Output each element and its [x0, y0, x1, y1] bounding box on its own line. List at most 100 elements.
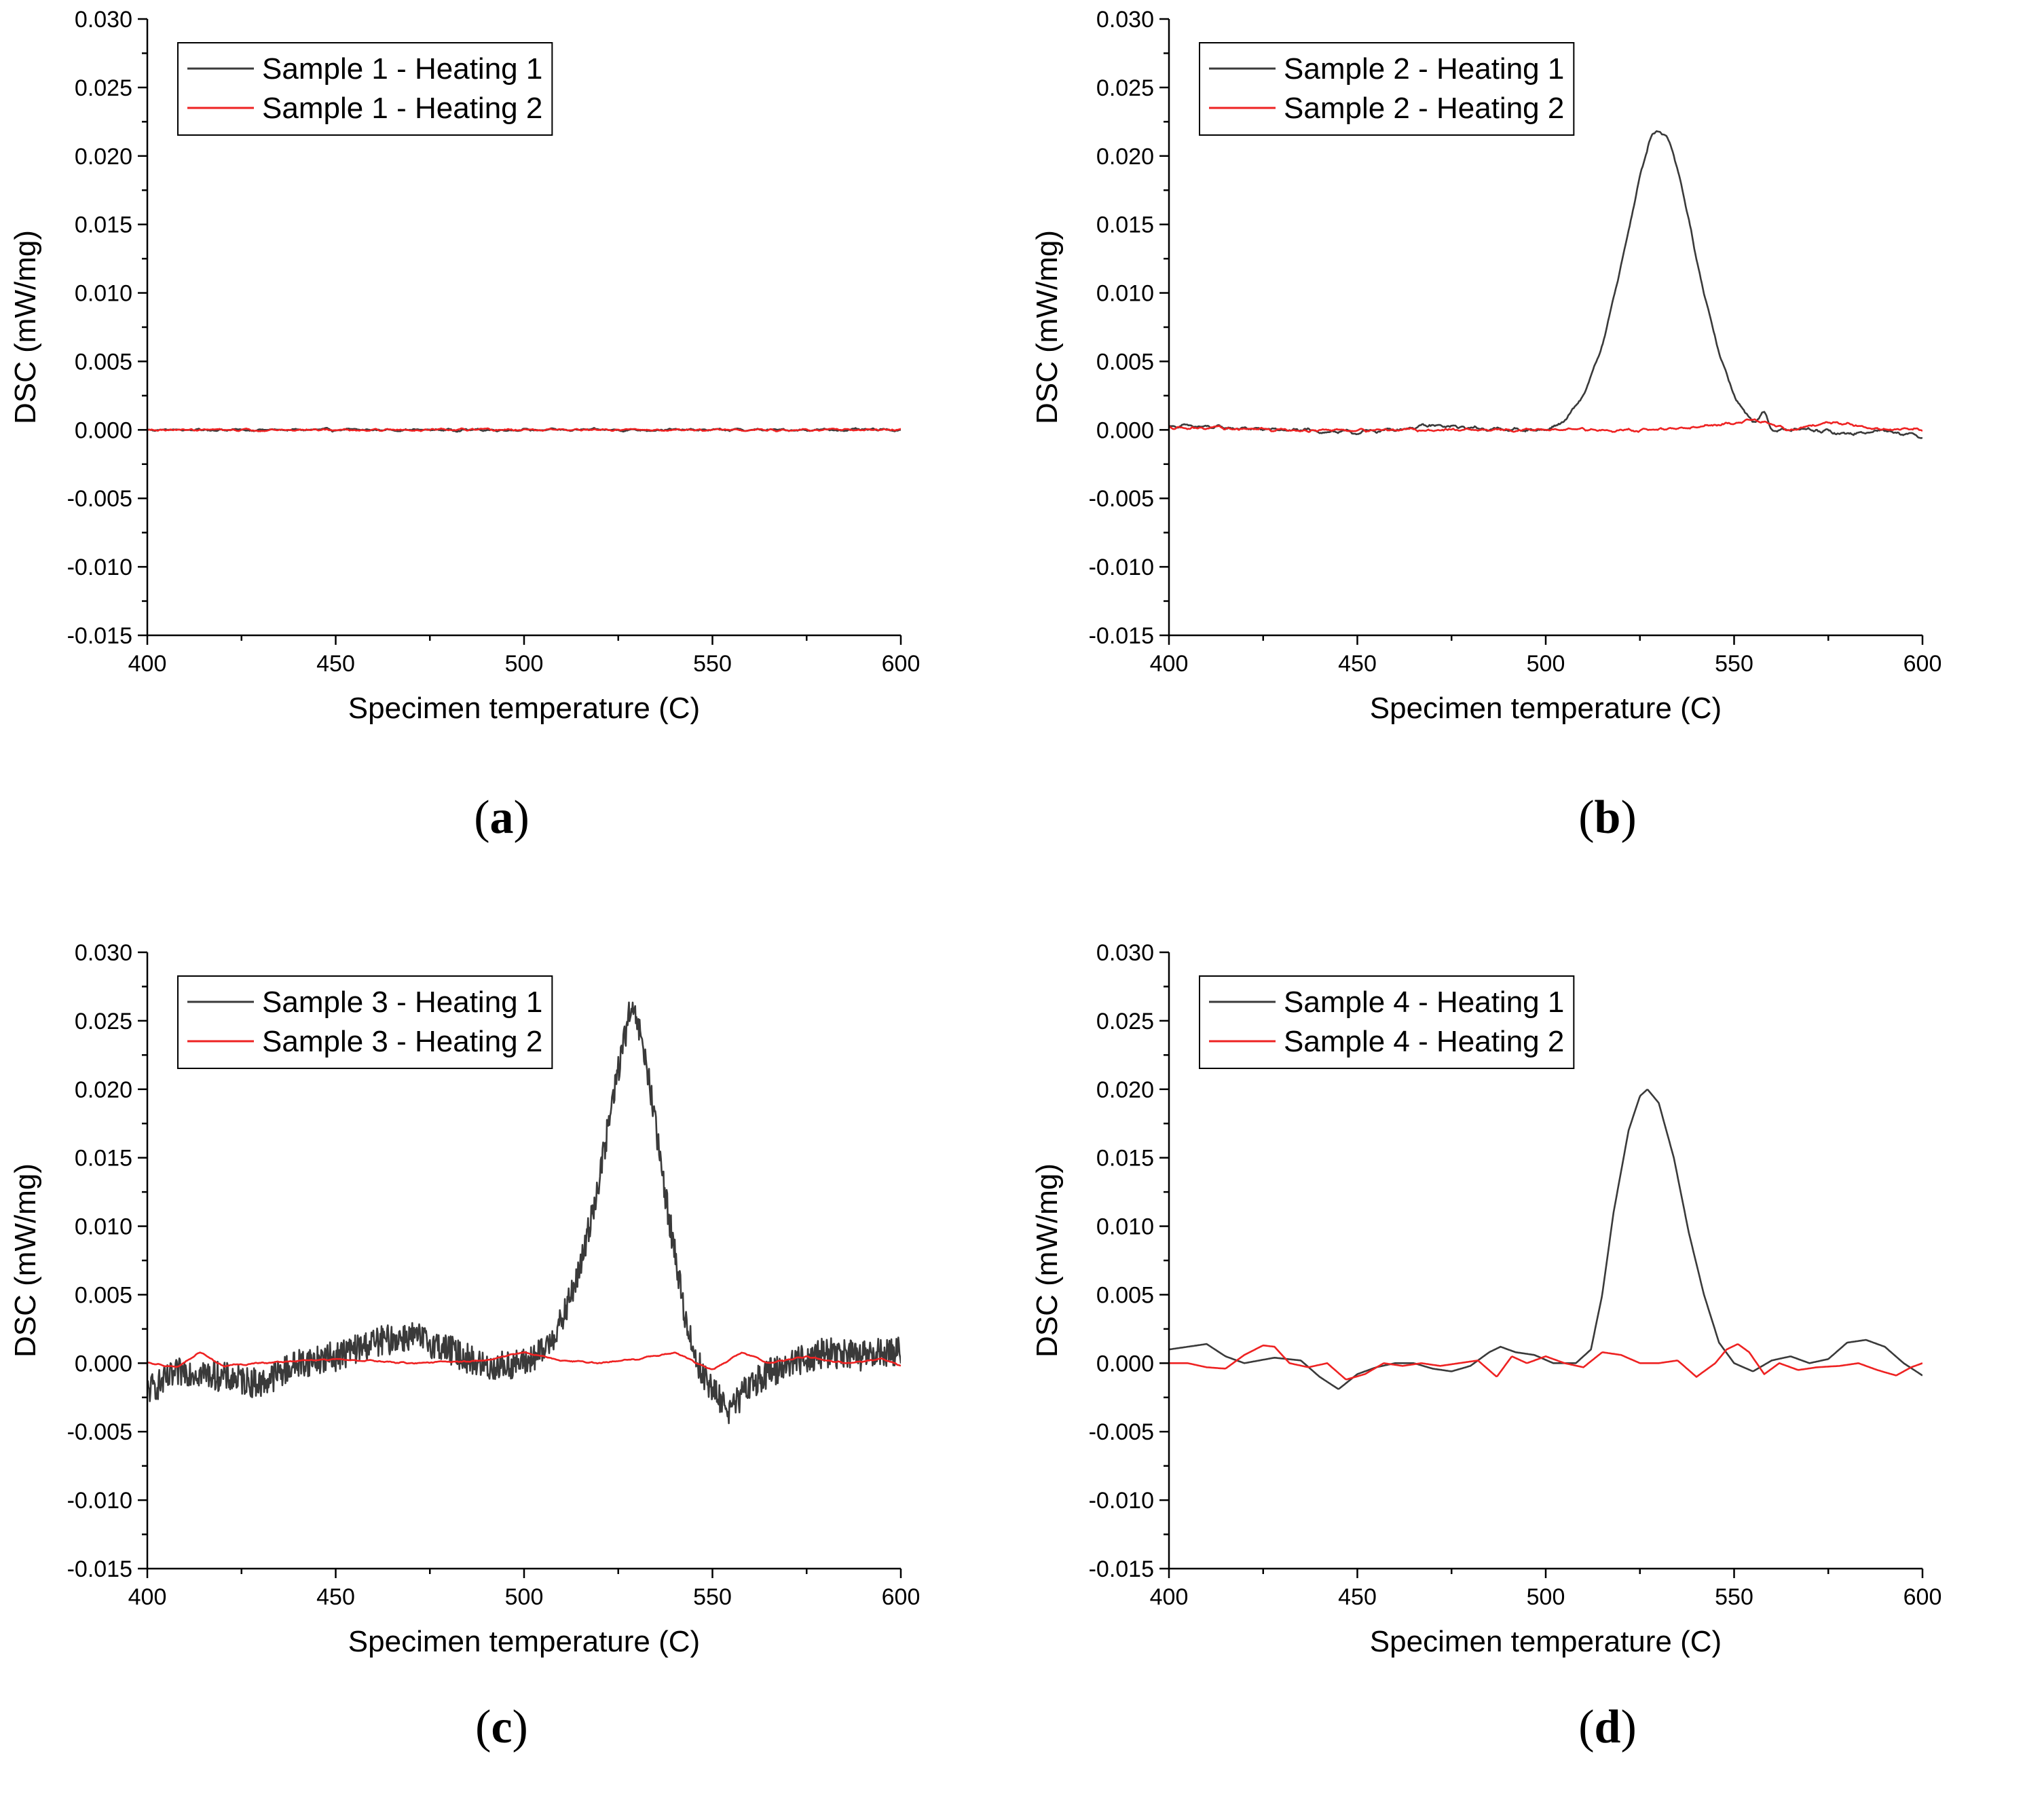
- y-tick-label: 0.025: [75, 1009, 132, 1034]
- legend-label: Sample 3 - Heating 2: [262, 1025, 542, 1058]
- y-tick-label: 0.000: [1096, 1351, 1154, 1377]
- legend-box: [1199, 975, 1575, 1069]
- y-tick-label: 0.030: [1096, 940, 1154, 966]
- y-tick-label: -0.015: [1089, 623, 1154, 649]
- x-tick-label: 400: [128, 1584, 167, 1610]
- y-tick-label: -0.010: [67, 1488, 132, 1514]
- x-tick-label: 550: [693, 1584, 732, 1610]
- series-line-2: [1169, 1343, 1922, 1381]
- x-tick-label: 450: [1338, 651, 1377, 677]
- y-tick-label: 0.020: [75, 1077, 132, 1103]
- x-tick-label: 400: [128, 651, 167, 677]
- y-tick-label: -0.015: [67, 623, 132, 649]
- chart-panel-b: 400 450 500 550 600 0.030 0.025 0.020 0.015 0.010…: [1022, 0, 2043, 896]
- legend: Sample 3 - Heating 1 Sample 3 - Heating 2: [177, 975, 553, 1069]
- y-tick-label: -0.010: [1089, 555, 1154, 580]
- x-tick-label: 500: [505, 651, 544, 677]
- y-tick-label: 0.010: [1096, 1214, 1154, 1240]
- y-tick-label: 0.015: [1096, 212, 1154, 238]
- y-tick-label: 0.010: [1096, 281, 1154, 307]
- y-tick-label: -0.010: [1089, 1488, 1154, 1514]
- y-tick-label: 0.005: [75, 1282, 132, 1308]
- y-tick-label: 0.025: [75, 75, 132, 101]
- y-axis-title: DSC (mW/mg): [9, 230, 42, 424]
- dsc-plot-d: 400 450 500 550 600 0.030 0.025 0.020 0.015 0.010…: [1030, 940, 1942, 1658]
- legend-label: Sample 4 - Heating 2: [1284, 1025, 1564, 1058]
- series-line-2: [147, 1351, 901, 1370]
- x-tick-label: 400: [1150, 1584, 1189, 1610]
- chart-panel-c: 400 450 500 550 600 0.030 0.025 0.020 0.015 0.010…: [0, 933, 1022, 1796]
- x-tick-label: 550: [1715, 651, 1753, 677]
- series-line-1: [1169, 1089, 1922, 1390]
- y-tick-label: -0.015: [67, 1556, 132, 1582]
- x-axis-title: Specimen temperature (C): [348, 692, 700, 725]
- chart-panel-a: 400 450 500 550 600 0.030 0.025 0.020 0.015 0.010…: [0, 0, 1022, 896]
- y-tick-label: -0.010: [67, 555, 132, 580]
- x-tick-label: 550: [1715, 1584, 1753, 1610]
- dsc-plot-b: 400 450 500 550 600 0.030 0.025 0.020 0.015 0.010…: [1030, 7, 1941, 725]
- y-axis-title: DSC (mW/mg): [1030, 230, 1064, 424]
- legend-box: [177, 975, 553, 1069]
- x-axis-title: Specimen temperature (C): [1370, 692, 1722, 725]
- y-tick-label: 0.015: [75, 1146, 132, 1172]
- x-tick-label: 600: [1903, 1584, 1942, 1610]
- y-tick-label: -0.005: [1089, 1419, 1154, 1445]
- x-tick-label: 450: [316, 1584, 355, 1610]
- y-tick-label: 0.005: [1096, 349, 1154, 375]
- series-line-2: [147, 427, 901, 432]
- y-tick-label: 0.000: [1096, 417, 1154, 443]
- y-tick-label: 0.030: [75, 940, 132, 966]
- y-axis-title: DSC (mW/mg): [1030, 1163, 1064, 1358]
- legend: Sample 4 - Heating 1 Sample 4 - Heating 2: [1199, 975, 1575, 1069]
- y-tick-label: 0.015: [75, 212, 132, 238]
- y-tick-label: 0.030: [75, 7, 132, 33]
- y-axis-title: DSC (mW/mg): [9, 1163, 42, 1358]
- panel-label-a: (a): [474, 791, 529, 844]
- legend-label: Sample 2 - Heating 2: [1284, 92, 1564, 125]
- y-tick-label: -0.005: [1089, 486, 1154, 512]
- y-tick-label: 0.000: [75, 1351, 132, 1377]
- panel-label-b: (b): [1578, 791, 1637, 844]
- y-tick-label: -0.005: [67, 1419, 132, 1445]
- x-tick-label: 500: [1527, 651, 1565, 677]
- panel-label-d: (d): [1578, 1701, 1637, 1753]
- legend-box: [1199, 42, 1575, 136]
- y-tick-label: 0.010: [75, 1214, 132, 1240]
- dsc-plot-a: 400 450 500 550 600 0.030 0.025 0.020 0.015 0.010…: [9, 7, 921, 725]
- y-tick-label: 0.015: [1096, 1146, 1154, 1172]
- y-tick-label: 0.010: [75, 281, 132, 307]
- y-tick-label: 0.020: [75, 144, 132, 170]
- y-tick-label: 0.025: [1096, 75, 1154, 101]
- series-line-1: [1169, 130, 1922, 439]
- legend-label: Sample 4 - Heating 1: [1284, 986, 1564, 1019]
- dsc-plot-c: 400 450 500 550 600 0.030 0.025 0.020 0.015 0.010…: [9, 940, 921, 1658]
- legend-label: Sample 3 - Heating 1: [262, 986, 542, 1019]
- x-axis-title: Specimen temperature (C): [1370, 1625, 1722, 1658]
- x-tick-label: 500: [505, 1584, 544, 1610]
- legend-label: Sample 1 - Heating 2: [262, 92, 542, 125]
- y-tick-label: 0.000: [75, 417, 132, 443]
- x-tick-label: 500: [1527, 1584, 1565, 1610]
- x-tick-label: 550: [693, 651, 732, 677]
- legend: Sample 2 - Heating 1 Sample 2 - Heating 2: [1199, 42, 1575, 136]
- x-tick-label: 600: [882, 651, 921, 677]
- legend-label: Sample 2 - Heating 1: [1284, 52, 1564, 86]
- y-tick-label: -0.015: [1089, 1556, 1154, 1582]
- legend: Sample 1 - Heating 1 Sample 1 - Heating 2: [177, 42, 553, 136]
- x-tick-label: 600: [882, 1584, 921, 1610]
- chart-panel-d: 400 450 500 550 600 0.030 0.025 0.020 0.015 0.010…: [1022, 933, 2043, 1796]
- x-tick-label: 400: [1150, 651, 1189, 677]
- series-line-2: [1169, 418, 1922, 433]
- legend-box: [177, 42, 553, 136]
- y-tick-label: 0.025: [1096, 1009, 1154, 1034]
- y-tick-label: 0.005: [1096, 1282, 1154, 1308]
- legend-label: Sample 1 - Heating 1: [262, 52, 542, 86]
- y-tick-label: 0.005: [75, 349, 132, 375]
- y-tick-label: 0.030: [1096, 7, 1154, 33]
- panel-label-c: (c): [475, 1701, 528, 1753]
- x-tick-label: 450: [316, 651, 355, 677]
- x-tick-label: 450: [1338, 1584, 1377, 1610]
- y-tick-label: 0.020: [1096, 1077, 1154, 1103]
- y-tick-label: 0.020: [1096, 144, 1154, 170]
